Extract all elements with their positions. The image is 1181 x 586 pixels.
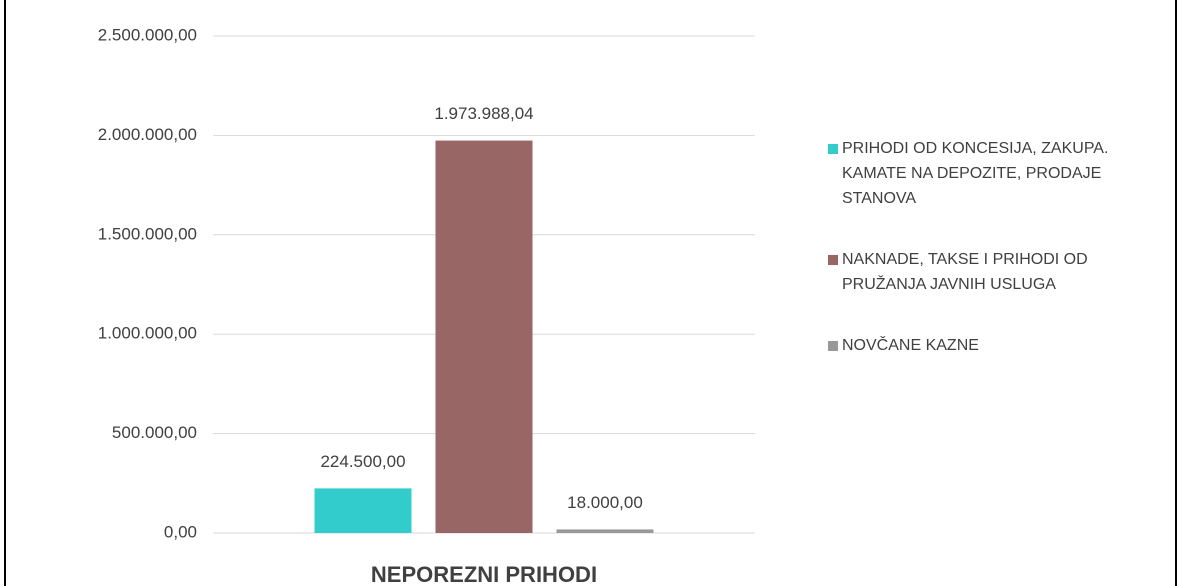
y-tick-label: 1.500.000,00 (98, 224, 197, 243)
x-tick-label: NEPOREZNI PRIHODI (371, 562, 597, 586)
legend-swatch (828, 341, 838, 351)
bar (314, 488, 412, 533)
legend-label: NOVČANE KAZNE (842, 337, 979, 354)
y-tick-label: 500.000,00 (112, 423, 197, 442)
legend-entry: NOVČANE KAZNE (828, 333, 1148, 358)
legend-swatch (828, 144, 838, 154)
data-label: 1.973.988,04 (434, 104, 533, 123)
frame (4, 0, 1177, 586)
legend-entry: PRIHODI OD KONCESIJA, ZAKUPA. KAMATE NA … (828, 136, 1148, 211)
bar (435, 140, 533, 534)
y-tick-label: 2.000.000,00 (98, 125, 197, 144)
bar (556, 529, 654, 533)
legend-label: PRIHODI OD KONCESIJA, ZAKUPA. KAMATE NA … (842, 140, 1109, 207)
legend: PRIHODI OD KONCESIJA, ZAKUPA. KAMATE NA … (828, 136, 1148, 394)
legend-label: NAKNADE, TAKSE I PRIHODI OD PRUŽANJA JAV… (842, 251, 1088, 293)
y-tick-label: 1.000.000,00 (98, 324, 197, 343)
legend-swatch (828, 255, 838, 265)
y-tick-label: 2.500.000,00 (98, 25, 197, 44)
y-tick-label: 0,00 (164, 522, 197, 541)
legend-entry: NAKNADE, TAKSE I PRIHODI OD PRUŽANJA JAV… (828, 247, 1148, 297)
data-label: 224.500,00 (320, 452, 405, 471)
data-label: 18.000,00 (567, 493, 643, 512)
